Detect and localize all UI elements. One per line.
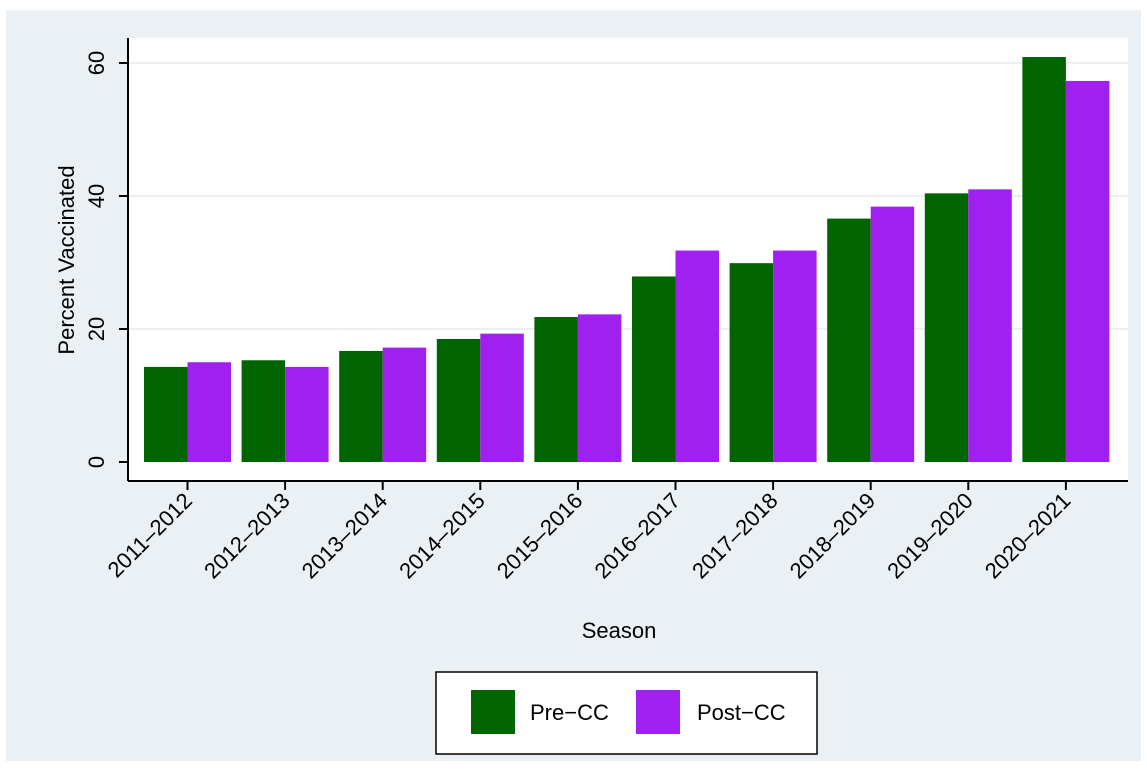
- legend-box: [435, 671, 818, 755]
- bar-post-cc: [675, 250, 719, 462]
- legend-swatch-pre-cc: [471, 690, 515, 734]
- y-axis-ticks: 0 20 40 60: [84, 51, 128, 468]
- bar-post-cc: [480, 333, 524, 462]
- bar-pre-cc: [729, 263, 774, 462]
- bar-pre-cc: [144, 366, 188, 462]
- bar-pre-cc: [241, 360, 286, 462]
- bar-post-cc: [773, 250, 817, 462]
- bar-post-cc: [285, 366, 329, 462]
- legend-swatch-post-cc: [636, 690, 680, 734]
- legend-label-post-cc: Post−CC: [697, 700, 786, 725]
- y-tick-label: 40: [84, 184, 109, 208]
- bar-post-cc: [382, 347, 427, 462]
- legend: Pre−CC Post−CC: [435, 671, 818, 755]
- legend-label-pre-cc: Pre−CC: [530, 700, 609, 725]
- y-tick-label: 0: [84, 456, 109, 468]
- bar-post-cc: [577, 314, 622, 462]
- y-axis-title: Percent Vaccinated: [54, 165, 79, 354]
- y-tick-label: 20: [84, 317, 109, 341]
- bar-post-cc: [870, 206, 915, 462]
- bar-pre-cc: [436, 338, 481, 462]
- bar-pre-cc: [1022, 57, 1066, 462]
- bar-pre-cc: [339, 350, 383, 462]
- bar-pre-cc: [827, 218, 871, 462]
- bars: [144, 57, 1110, 462]
- bar-pre-cc: [632, 276, 676, 462]
- bar-post-cc: [1065, 80, 1110, 462]
- bar-pre-cc: [534, 317, 578, 462]
- y-tick-label: 60: [84, 51, 109, 75]
- bar-pre-cc: [924, 193, 969, 462]
- bar-post-cc: [187, 362, 231, 462]
- bar-post-cc: [968, 189, 1012, 462]
- x-axis-title: Season: [582, 618, 657, 643]
